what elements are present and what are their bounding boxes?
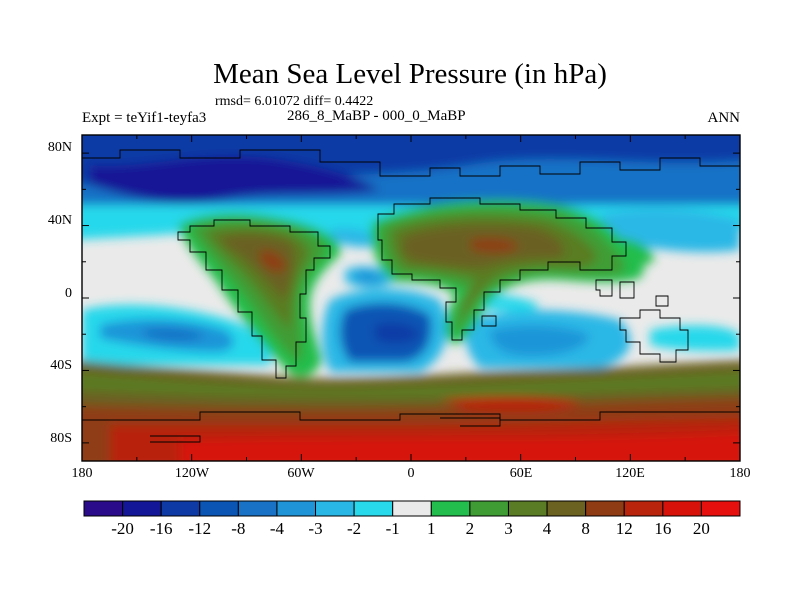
map-subtitle: 286_8_MaBP - 000_0_MaBP xyxy=(287,108,466,124)
colorbar-swatch xyxy=(507,500,548,517)
colorbar-label: 8 xyxy=(581,519,590,538)
colorbar-swatch xyxy=(392,500,432,517)
y-tick-label: 40S xyxy=(50,358,72,373)
colorbar-swatch xyxy=(430,500,471,517)
colorbar-label: -1 xyxy=(385,519,400,538)
x-tick-label: 60E xyxy=(509,466,533,481)
season-label: ANN xyxy=(707,110,741,126)
x-tick-label: 120E xyxy=(615,466,645,481)
stats-text: rmsd= 6.01072 diff= 0.4422 xyxy=(215,94,374,109)
colorbar-swatch xyxy=(353,500,394,517)
colorbar-label: 4 xyxy=(542,519,552,538)
colorbar-label: -16 xyxy=(149,519,173,538)
colorbar-swatch xyxy=(83,500,124,517)
colorbar-label: 12 xyxy=(615,519,633,538)
y-tick-label: 40N xyxy=(47,213,72,228)
x-tick-label: 120W xyxy=(174,466,210,481)
x-tick-label: 0 xyxy=(407,466,415,481)
colorbar-label: 16 xyxy=(654,519,672,538)
pressure-field xyxy=(82,135,740,461)
colorbar-swatch xyxy=(160,500,201,517)
colorbar-label: -4 xyxy=(269,519,285,538)
x-tick-label: 60W xyxy=(287,466,315,481)
colorbar-swatch xyxy=(276,500,317,517)
y-tick-label: 80N xyxy=(47,140,72,155)
experiment-label: Expt = teYif1-teyfa3 xyxy=(82,110,207,126)
colorbar xyxy=(83,500,741,517)
colorbar-label: 3 xyxy=(504,519,513,538)
colorbar-label: -8 xyxy=(231,519,246,538)
colorbar-swatch xyxy=(546,500,587,517)
colorbar-swatch xyxy=(199,500,239,517)
colorbar-label: -20 xyxy=(111,519,134,538)
colorbar-swatch xyxy=(662,500,702,517)
colorbar-swatch xyxy=(585,500,625,517)
colorbar-swatch xyxy=(623,500,664,517)
x-tick-label: 180 xyxy=(729,466,751,481)
colorbar-label: -3 xyxy=(308,519,323,538)
axis-ticks xyxy=(81,135,741,461)
y-tick-label: 80S xyxy=(50,431,72,446)
x-tick-label: 180 xyxy=(71,466,93,481)
colorbar-swatch xyxy=(315,500,355,517)
colorbar-swatch xyxy=(700,500,741,517)
colorbar-label: -2 xyxy=(347,519,362,538)
map-title: Mean Sea Level Pressure (in hPa) xyxy=(213,58,607,90)
colorbar-swatch xyxy=(122,500,162,517)
colorbar-label: 2 xyxy=(465,519,475,538)
colorbar-swatch xyxy=(237,500,278,517)
colorbar-label: 20 xyxy=(692,519,710,538)
colorbar-label: 1 xyxy=(427,519,436,538)
colorbar-swatch xyxy=(469,500,509,517)
y-tick-label: 0 xyxy=(65,286,72,301)
coastlines xyxy=(82,149,740,443)
colorbar-label: -12 xyxy=(188,519,212,538)
